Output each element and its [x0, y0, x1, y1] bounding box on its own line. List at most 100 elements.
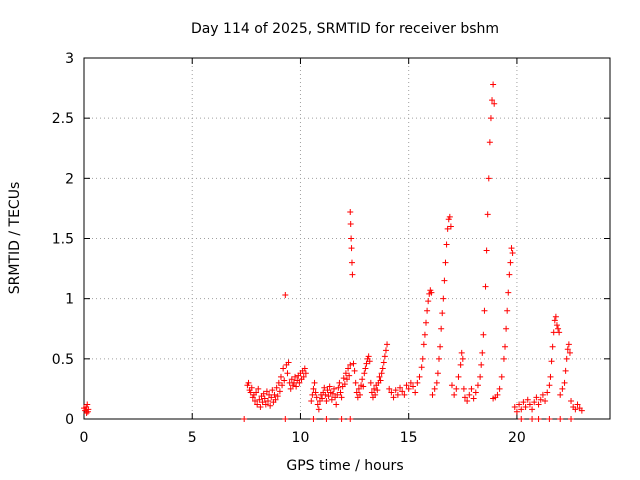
data-point	[347, 221, 354, 228]
data-point	[412, 389, 419, 396]
data-point	[351, 367, 358, 374]
data-point	[486, 139, 493, 146]
data-point	[539, 391, 546, 398]
data-point	[478, 361, 485, 368]
data-point	[546, 382, 553, 389]
data-point	[282, 416, 289, 422]
data-point	[381, 353, 388, 360]
data-point	[520, 399, 527, 406]
y-tick-label: 2.5	[52, 111, 74, 127]
data-point	[434, 370, 441, 377]
y-axis-title: SRMTID / TECUs	[7, 182, 23, 295]
data-point	[555, 325, 562, 332]
data-point	[241, 416, 248, 422]
data-point	[372, 391, 379, 398]
data-point	[518, 416, 525, 422]
data-point	[437, 343, 444, 350]
data-point	[529, 416, 536, 422]
data-point	[439, 310, 446, 317]
data-point	[264, 397, 271, 404]
data-point	[546, 416, 553, 422]
x-tick-label: 0	[80, 430, 89, 446]
data-point	[379, 365, 386, 372]
data-point	[371, 385, 378, 392]
data-point	[438, 325, 445, 332]
data-point	[274, 393, 281, 400]
data-point	[277, 373, 284, 380]
data-point	[490, 81, 497, 88]
data-point	[535, 416, 542, 422]
data-point	[502, 343, 509, 350]
data-point	[420, 341, 427, 348]
data-point	[328, 396, 335, 403]
data-point	[511, 403, 518, 410]
data-point	[301, 365, 308, 372]
data-point	[347, 361, 354, 368]
data-point	[553, 322, 560, 329]
data-point	[416, 373, 423, 380]
data-point	[256, 396, 263, 403]
data-point	[325, 393, 332, 400]
data-point	[401, 391, 408, 398]
data-point	[414, 379, 421, 386]
data-point	[338, 394, 345, 401]
data-point	[282, 292, 289, 299]
data-point	[366, 358, 373, 365]
data-point	[466, 391, 473, 398]
data-point	[310, 416, 317, 422]
plot-frame	[83, 57, 611, 420]
data-point	[531, 399, 538, 406]
data-point	[572, 406, 579, 413]
data-point	[410, 383, 417, 390]
data-point	[326, 383, 333, 390]
data-point	[374, 387, 381, 394]
data-point	[288, 376, 295, 383]
data-point	[245, 379, 252, 386]
data-point	[312, 389, 319, 396]
data-point	[482, 283, 489, 290]
data-point	[483, 247, 490, 254]
data-point	[376, 373, 383, 380]
data-point	[561, 379, 568, 386]
data-point	[310, 385, 317, 392]
data-point	[429, 391, 436, 398]
data-point	[505, 289, 512, 296]
data-point	[522, 403, 529, 410]
data-point	[281, 377, 288, 384]
y-tick-label: 1.5	[52, 232, 74, 248]
axis-ticks: 0 5 10 15 20 0 0.5 1 1.5 2 2.5 3	[52, 51, 610, 446]
data-point	[549, 343, 556, 350]
data-point	[271, 391, 278, 398]
data-point	[574, 401, 581, 408]
data-point	[273, 384, 280, 391]
data-point	[287, 385, 294, 392]
data-point	[314, 401, 321, 408]
data-point	[498, 373, 505, 380]
data-point	[440, 295, 447, 302]
data-point	[254, 401, 261, 408]
data-point	[548, 358, 555, 365]
data-point	[557, 391, 564, 398]
data-point	[260, 390, 267, 397]
data-point	[388, 389, 395, 396]
data-point	[309, 391, 316, 398]
x-axis-title: GPS time / hours	[286, 458, 403, 474]
data-point	[516, 401, 523, 408]
data-point	[337, 389, 344, 396]
data-point	[390, 394, 397, 401]
data-point	[377, 377, 384, 384]
x-tick-label: 10	[292, 430, 310, 446]
data-point	[451, 391, 458, 398]
data-point	[418, 364, 425, 371]
y-tick-label: 1	[65, 292, 74, 308]
data-point	[346, 372, 353, 379]
data-point	[356, 391, 363, 398]
data-point	[550, 329, 557, 336]
data-point	[397, 384, 404, 391]
data-point	[477, 373, 484, 380]
data-points	[81, 81, 585, 422]
data-point	[380, 359, 387, 366]
data-point	[261, 395, 268, 402]
data-point	[392, 387, 399, 394]
data-point	[491, 100, 498, 107]
